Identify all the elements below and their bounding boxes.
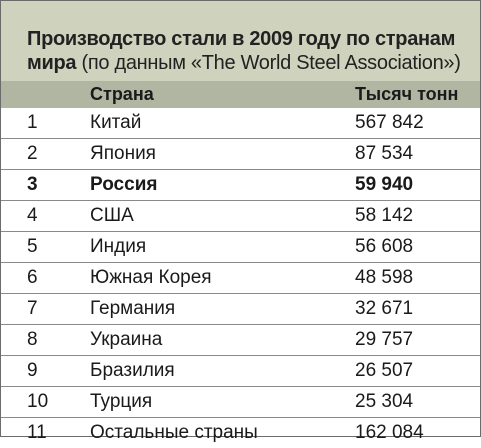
column-header-country: Страна (90, 84, 154, 104)
row-rank: 10 (27, 391, 49, 412)
row-country: Германия (90, 298, 176, 319)
title-source: (по данным «The World Steel Association»… (81, 52, 461, 74)
table-row: 11 Остальные страны 162 084 (1, 418, 480, 448)
column-header-row: Страна Тысяч тонн (1, 81, 480, 108)
row-rank: 7 (27, 298, 38, 319)
row-value: 87 534 (355, 143, 414, 164)
row-rank: 4 (27, 205, 38, 226)
row-value: 26 507 (355, 360, 414, 381)
table-row: 8 Украина 29 757 (1, 325, 480, 356)
row-rank: 9 (27, 360, 38, 381)
row-value: 59 940 (355, 174, 414, 195)
row-value: 29 757 (355, 329, 414, 350)
row-rank: 11 (27, 422, 47, 443)
row-value: 58 142 (355, 205, 414, 226)
row-country: Турция (90, 391, 153, 412)
table-row: 7 Германия 32 671 (1, 294, 480, 325)
table-body: 1 Китай 567 842 2 Япония 87 534 3 Россия 59 940 4… (1, 108, 480, 448)
row-country: США (90, 205, 134, 226)
row-country: Остальные страны (90, 422, 258, 443)
table-row: 9 Бразилия 26 507 (1, 356, 480, 387)
row-rank: 5 (27, 236, 38, 257)
row-rank: 8 (27, 329, 38, 350)
table-row: 2 Япония 87 534 (1, 139, 480, 170)
row-value: 48 598 (355, 267, 414, 288)
table-row: 5 Индия 56 608 (1, 232, 480, 263)
row-country: Украина (90, 329, 163, 350)
row-value: 32 671 (355, 298, 414, 319)
row-country: Бразилия (90, 360, 175, 381)
row-country: Южная Корея (90, 267, 212, 288)
table-row: 6 Южная Корея 48 598 (1, 263, 480, 294)
row-value: 25 304 (355, 391, 414, 412)
row-rank: 2 (27, 143, 38, 164)
row-value: 56 608 (355, 236, 414, 257)
table-row: 4 США 58 142 (1, 201, 480, 232)
row-country: Япония (90, 143, 156, 164)
table-row: 1 Китай 567 842 (1, 108, 480, 139)
row-country: Китай (90, 112, 142, 133)
table-row: 10 Турция 25 304 (1, 387, 480, 418)
row-country: Россия (90, 174, 158, 195)
table-title: Производство стали в 2009 году по страна… (27, 27, 467, 75)
title-main: Производство стали в 2009 году по страна… (27, 28, 456, 74)
row-rank: 3 (27, 174, 38, 195)
column-header-value: Тысяч тонн (355, 84, 459, 104)
table-row: 3 Россия 59 940 (1, 170, 480, 201)
row-country: Индия (90, 236, 147, 257)
row-value: 567 842 (355, 112, 424, 133)
row-rank: 6 (27, 267, 38, 288)
row-rank: 1 (27, 112, 38, 133)
row-value: 162 084 (355, 422, 424, 443)
table-header: Производство стали в 2009 году по страна… (1, 1, 480, 81)
